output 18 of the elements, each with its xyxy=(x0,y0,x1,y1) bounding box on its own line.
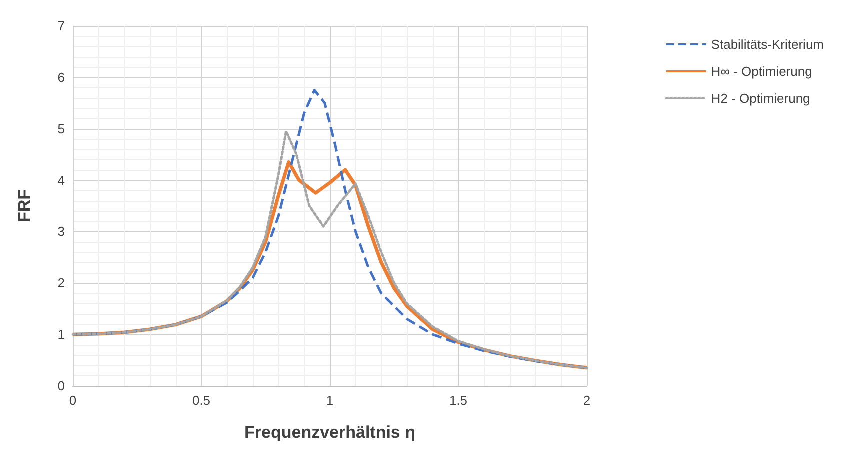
legend-label: H2 - Optimierung xyxy=(711,91,810,106)
x-tick-label: 0.5 xyxy=(192,393,211,408)
y-tick-label: 2 xyxy=(58,276,65,291)
y-tick-label: 7 xyxy=(58,18,65,34)
x-tick-label: 1.5 xyxy=(449,393,468,408)
y-tick-label: 5 xyxy=(58,121,65,136)
x-tick-label: 1 xyxy=(326,393,334,408)
y-tick-label: 3 xyxy=(58,224,65,240)
x-tick-label: 0 xyxy=(69,393,77,408)
legend-label: Stabilitäts-Kriterium xyxy=(711,37,824,52)
y-tick-label: 0 xyxy=(58,378,65,394)
legend-label: H∞ - Optimierung xyxy=(711,64,812,79)
y-tick-label: 6 xyxy=(58,70,65,85)
y-tick-label: 4 xyxy=(58,172,65,188)
x-tick-label: 2 xyxy=(583,393,591,408)
x-axis-title: Frequenzverhältnis η xyxy=(244,423,416,442)
y-axis-title: FRF xyxy=(15,189,34,223)
y-tick-label: 1 xyxy=(58,327,65,342)
